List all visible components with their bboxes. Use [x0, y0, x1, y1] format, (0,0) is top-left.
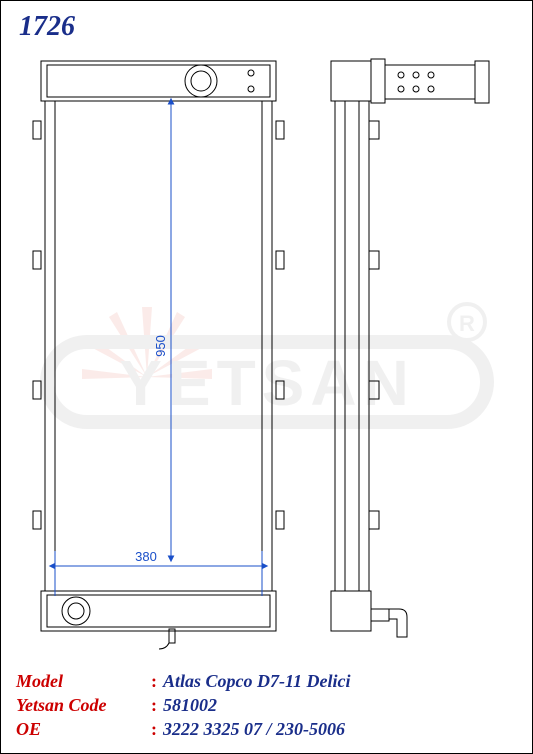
dim-height: 950: [153, 335, 168, 357]
technical-drawing: 380 950: [31, 56, 506, 651]
colon: :: [151, 717, 163, 741]
dim-width: 380: [135, 549, 157, 564]
info-block: Model : Atlas Copco D7-11 Delici Yetsan …: [16, 669, 351, 741]
colon: :: [151, 693, 163, 717]
model-label: Model: [16, 669, 151, 693]
oe-label: OE: [16, 717, 151, 741]
code-value: 581002: [163, 693, 217, 717]
code-label: Yetsan Code: [16, 693, 151, 717]
colon: :: [151, 669, 163, 693]
model-value: Atlas Copco D7-11 Delici: [163, 669, 351, 693]
part-number: 1726: [19, 11, 75, 43]
oe-value: 3222 3325 07 / 230-5006: [163, 717, 345, 741]
